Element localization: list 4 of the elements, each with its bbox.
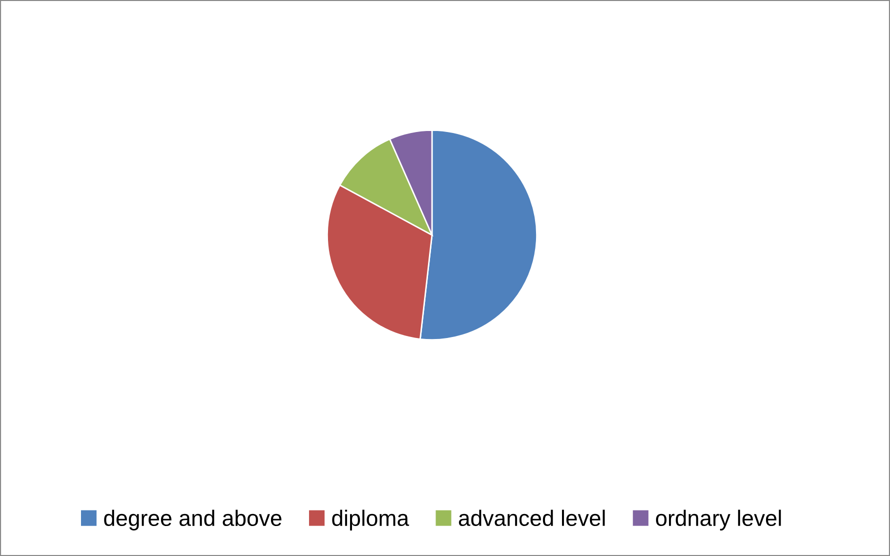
legend-label: advanced level [458, 510, 605, 526]
legend-label: ordnary level [656, 510, 781, 530]
legend-label: diploma [332, 510, 410, 530]
legend-label: degree and above [104, 510, 282, 530]
